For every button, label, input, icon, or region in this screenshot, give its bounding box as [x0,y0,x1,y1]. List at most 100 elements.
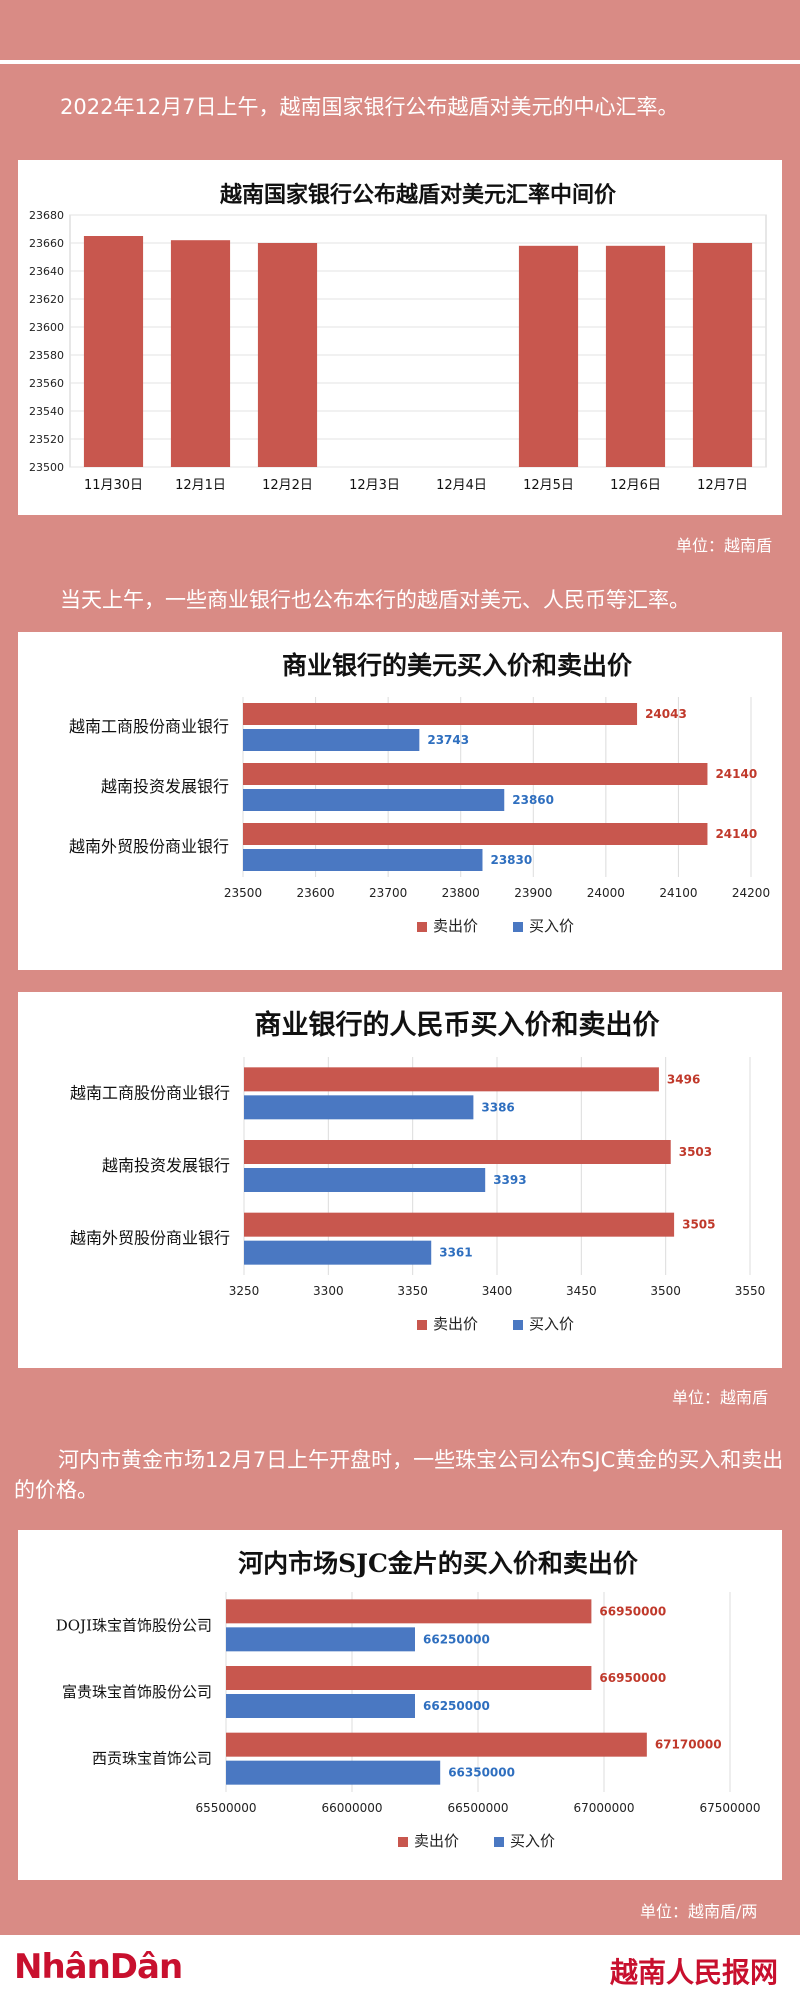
chart-title: 越南国家银行公布越盾对美元汇率中间价 [219,182,617,208]
legend-swatch-buy [494,1837,504,1847]
x-tick-label: 12月4日 [436,478,487,493]
x-tick-label: 67000000 [573,1801,634,1815]
data-label: 24140 [715,767,757,781]
y-tick-label: 23560 [29,377,64,390]
sell-bar [244,1067,659,1092]
legend-label-buy: 买入价 [529,917,574,935]
data-label: 66950000 [599,1671,666,1685]
data-label: 23743 [427,733,469,747]
legend-swatch-buy [513,1320,523,1330]
nhandan-logo[interactable]: NhânDân [14,1947,183,1987]
legend-swatch-sell [417,922,427,932]
sell-bar [226,1599,592,1624]
sell-bar [243,763,708,785]
data-label: 23658 [613,229,658,244]
bar [692,243,753,467]
data-label: 66250000 [423,1699,490,1713]
x-tick-label: 3350 [397,1284,428,1298]
x-tick-label: 12月6日 [610,478,661,493]
sell-bar [243,703,638,725]
x-tick-label: 24200 [732,886,770,900]
legend-swatch-sell [417,1320,427,1330]
chart-panel-4: 河内市场SJC金片的买入价和卖出价 65500000 66000000 6650000… [18,1530,782,1880]
x-tick-label: 3550 [735,1284,766,1298]
data-label: 66950000 [599,1604,666,1618]
data-label: 23660 [700,226,745,241]
buy-bar [243,729,420,751]
data-label: 3393 [493,1173,526,1187]
data-label: 24043 [645,707,687,721]
data-label: 66350000 [448,1766,515,1780]
data-label: 3386 [481,1100,514,1114]
buy-bar [244,1168,486,1192]
data-label: 3503 [679,1145,712,1159]
sell-bar [244,1140,671,1164]
x-tick-label: 12月1日 [175,478,226,493]
data-label: 23658 [526,229,571,244]
bar [605,245,666,467]
data-label: 23662 [178,223,223,238]
usd-bank-rate-chart: 商业银行的美元买入价和卖出价 23500 23600 23700 23800 23900 2… [69,651,770,935]
y-tick-label: 23680 [29,209,64,222]
legend-label-sell: 卖出价 [433,917,478,935]
legend-label-buy: 买入价 [510,1832,555,1850]
bar [170,240,231,467]
y-tick-label: 23500 [29,461,64,474]
data-label: 66250000 [423,1632,490,1646]
legend-label-buy: 买入价 [529,1315,574,1333]
x-tick-label: 12月3日 [349,478,400,493]
x-tick-label: 24100 [659,886,697,900]
caption-1: 2022年12月7日上午，越南国家银行公布越盾对美元的中心汇率。 [60,95,679,119]
y-tick-label: 23620 [29,293,64,306]
x-tick-label: 3450 [566,1284,597,1298]
central-rate-chart: 越南国家银行公布越盾对美元汇率中间价 23500 23520 23540 23560 23… [29,182,767,493]
buy-bar [226,1760,441,1785]
x-tick-label: 67500000 [699,1801,760,1815]
unit-label-1: 单位：越南盾 [676,536,773,555]
data-label: 3496 [667,1072,700,1086]
x-tick-label: 66000000 [321,1801,382,1815]
legend-label-sell: 卖出价 [414,1832,459,1850]
buy-bar [244,1095,474,1120]
unit-label-2: 单位：越南盾 [672,1388,769,1407]
category-label: 越南外贸股份商业银行 [70,1229,230,1248]
chart-title: 商业银行的美元买入价和卖出价 [282,651,633,680]
footer-bar: NhânDân 越南人民报网 [0,1935,800,2000]
x-tick-label: 3300 [313,1284,344,1298]
buy-bar [244,1240,432,1265]
category-label: 越南外贸股份商业银行 [69,837,229,856]
category-label: 越南投资发展银行 [102,1156,230,1175]
legend-label-sell: 卖出价 [433,1315,478,1333]
chart-panel-2: 商业银行的美元买入价和卖出价 23500 23600 23700 23800 23900 2… [18,632,782,970]
chart-title: 商业银行的人民币买入价和卖出价 [255,1009,661,1041]
cny-bank-rate-chart: 商业银行的人民币买入价和卖出价 3250 3300 3350 3400 3450 3500 3… [70,1009,766,1333]
data-label: 23830 [490,853,532,867]
chart-title: 河内市场SJC金片的买入价和卖出价 [238,1549,639,1578]
category-label: DOJI珠宝首饰股份公司 [56,1616,212,1634]
chart-panel-3: 商业银行的人民币买入价和卖出价 3250 3300 3350 3400 3450 3500 3… [18,992,782,1368]
bar [257,243,318,467]
buy-bar [226,1627,415,1652]
category-label: 越南工商股份商业银行 [69,717,229,736]
sell-bar [243,823,708,845]
legend-swatch-buy [513,922,523,932]
buy-bar [243,789,505,811]
x-tick-label: 3500 [650,1284,681,1298]
x-tick-label: 3250 [229,1284,260,1298]
y-tick-label: 23580 [29,349,64,362]
category-label: 越南工商股份商业银行 [70,1083,230,1102]
category-label: 越南投资发展银行 [101,777,229,796]
buy-bar [243,849,483,871]
x-tick-label: 23600 [296,886,334,900]
x-tick-label: 24000 [587,886,625,900]
x-tick-label: 12月2日 [262,478,313,493]
data-label: 3361 [439,1246,472,1260]
x-tick-label: 23500 [224,886,262,900]
chart-panel-1: 越南国家银行公布越盾对美元汇率中间价 23500 23520 23540 23560 23… [18,160,782,515]
unit-label-3: 单位：越南盾/两 [640,1902,758,1921]
site-logo[interactable]: 越南人民报网 [609,1956,778,1989]
data-label: 23860 [512,793,554,807]
data-label: 23660 [265,226,310,241]
y-tick-label: 23640 [29,265,64,278]
x-tick-label: 23800 [442,886,480,900]
